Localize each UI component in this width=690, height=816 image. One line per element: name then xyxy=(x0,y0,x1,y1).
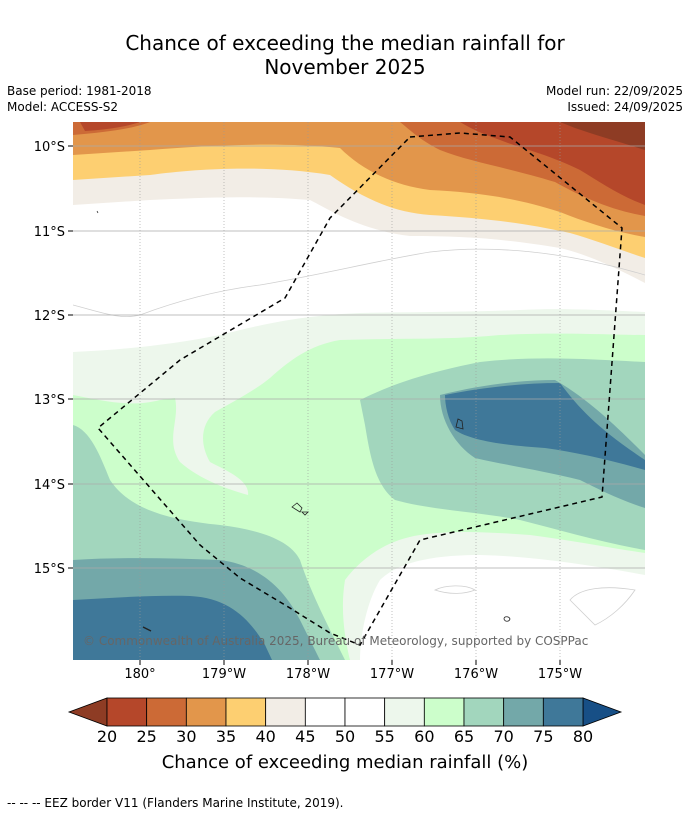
model-run: Model run: 22/09/2025 xyxy=(545,84,683,98)
colorbar-swatch xyxy=(146,697,187,727)
colorbar-swatch xyxy=(463,697,505,727)
colorbar-swatch xyxy=(384,697,425,727)
meta-right: Model run: 22/09/2025 Issued: 24/09/2025 xyxy=(546,83,683,115)
contour-line xyxy=(569,587,636,626)
lat-axis: 10°S 11°S 12°S 13°S 14°S 15°S xyxy=(34,140,73,577)
title-line-2: November 2025 xyxy=(264,55,426,79)
meta-left: Base period: 1981-2018 Model: ACCESS-S2 xyxy=(7,83,152,115)
copyright-notice: © Commonwealth of Australia 2025, Bureau… xyxy=(83,634,588,648)
colorbar-tick-label: 65 xyxy=(453,727,475,746)
colorbar-title: Chance of exceeding median rainfall (%) xyxy=(161,752,529,773)
colorbar-tick-label: 55 xyxy=(374,727,395,746)
island-shape xyxy=(503,616,511,622)
band-25-30 xyxy=(73,122,645,216)
lon-label: 178°W xyxy=(286,667,330,682)
colorbar-extend-low xyxy=(67,697,108,727)
island-shape xyxy=(455,418,464,430)
issued-date: Issued: 24/09/2025 xyxy=(567,100,683,114)
eez-legend-note: -- -- -- EEZ border V11 (Flanders Marine… xyxy=(7,796,344,810)
island-shape xyxy=(142,626,152,632)
model-name: Model: ACCESS-S2 xyxy=(7,100,119,114)
lon-label: 177°W xyxy=(370,667,414,682)
colorbar-tick-label: 50 xyxy=(334,727,356,746)
colorbar-swatch xyxy=(225,697,267,727)
band-75-80 xyxy=(73,383,645,660)
title-line-1: Chance of exceeding the median rainfall … xyxy=(125,31,565,55)
colorbar xyxy=(67,697,623,727)
lat-label: 12°S xyxy=(34,309,65,324)
lat-label: 14°S xyxy=(34,478,65,493)
band-70-75 xyxy=(73,380,645,660)
colorbar-swatch xyxy=(423,697,465,727)
band-55-60-gap xyxy=(360,555,645,660)
lon-label: 179°W xyxy=(202,667,246,682)
island-shape xyxy=(301,511,309,516)
colorbar-swatch xyxy=(344,697,386,727)
contour-line xyxy=(433,585,476,594)
base-period: Base period: 1981-2018 xyxy=(7,84,152,98)
lat-label: 10°S xyxy=(34,140,65,155)
graticule-lat xyxy=(73,145,645,569)
colorbar-tick-label: 25 xyxy=(136,727,157,746)
lon-label: 175°W xyxy=(538,667,582,682)
map-title: Chance of exceeding the median rainfall … xyxy=(0,31,690,79)
colorbar-tick-label: 60 xyxy=(414,727,435,746)
rainfall-probability-field xyxy=(73,122,645,660)
colorbar-tick-label: 30 xyxy=(176,727,197,746)
colorbar-swatch xyxy=(503,697,544,727)
colorbar-tick-label: 75 xyxy=(533,727,554,746)
lat-label: 11°S xyxy=(34,225,65,240)
lon-label: 180° xyxy=(124,667,155,682)
colorbar-tick-label: 35 xyxy=(215,727,237,746)
island-shape xyxy=(291,502,303,513)
contour-line xyxy=(73,248,645,317)
colorbar-swatch xyxy=(304,697,346,727)
colorbar-swatch xyxy=(542,697,584,727)
lon-label: 176°W xyxy=(454,667,498,682)
colorbar-swatch xyxy=(265,697,306,727)
colorbar-tick-label: 45 xyxy=(295,727,316,746)
band-below-20 xyxy=(560,122,645,150)
colorbar-tick-label: 80 xyxy=(572,727,594,746)
colorbar-extend-high xyxy=(582,697,623,727)
lat-label: 13°S xyxy=(34,393,65,408)
colorbar-tick-label: 40 xyxy=(255,727,276,746)
lon-axis: 180° 179°W 178°W 177°W 176°W 175°W xyxy=(124,660,582,682)
colorbar-tick-label: 70 xyxy=(493,727,514,746)
eez-border xyxy=(96,132,623,646)
islands xyxy=(96,210,511,632)
colorbar-swatch xyxy=(185,697,227,727)
colorbar-tick-label: 20 xyxy=(96,727,118,746)
island-shape xyxy=(96,210,99,214)
colorbar-swatch xyxy=(106,697,148,727)
lat-label: 15°S xyxy=(34,562,65,577)
